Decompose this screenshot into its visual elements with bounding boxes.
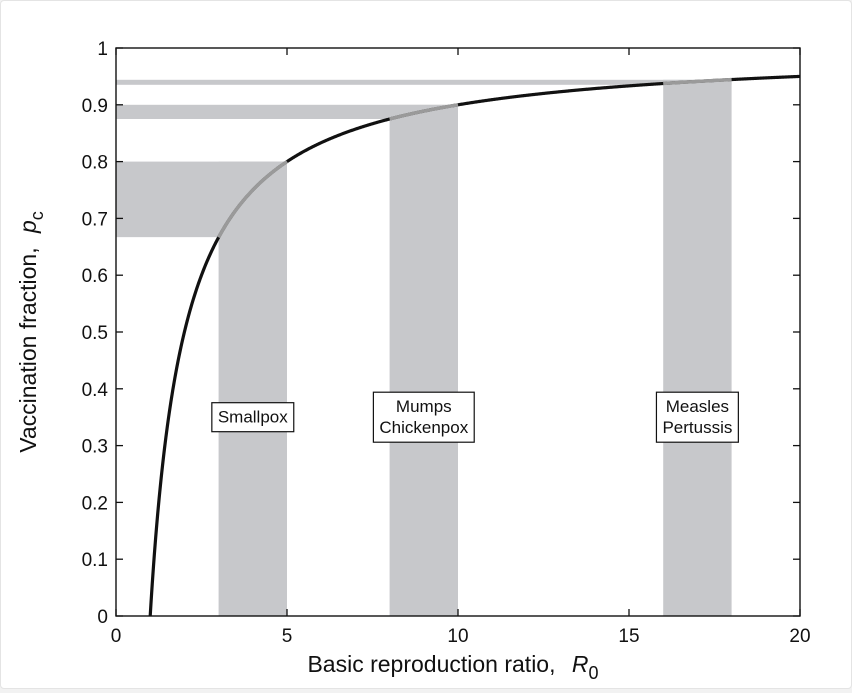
x-tick-label: 0 bbox=[111, 626, 122, 647]
band-label-text: Mumps bbox=[396, 397, 452, 416]
bands-layer bbox=[116, 79, 732, 617]
band-label-text: Smallpox bbox=[218, 408, 288, 427]
x-tick-label: 10 bbox=[447, 626, 468, 647]
y-axis-subscript: c bbox=[27, 211, 47, 220]
band-vertical-measles-pertussis bbox=[663, 79, 732, 617]
y-tick-label: 0.3 bbox=[82, 437, 108, 458]
y-tick-label: 0.9 bbox=[82, 96, 108, 117]
x-tick-label: 15 bbox=[618, 626, 639, 647]
curve-highlight-smallpox bbox=[217, 160, 288, 239]
y-tick-label: 0.4 bbox=[82, 380, 109, 401]
band-label-box bbox=[372, 391, 475, 443]
x-axis-label: Basic reproduction ratio, R0 bbox=[307, 651, 598, 683]
x-axis-label-text: Basic reproduction ratio, bbox=[307, 651, 555, 677]
curve-layer bbox=[148, 74, 801, 617]
y-tick-label: 1 bbox=[97, 39, 108, 60]
x-axis-subscript: 0 bbox=[589, 663, 599, 683]
band-vertical-smallpox bbox=[218, 161, 287, 616]
band-label-text: Chickenpox bbox=[379, 418, 468, 437]
band-vertical-mumps-chickenpox bbox=[389, 104, 458, 617]
band-horizontal-mumps-chickenpox bbox=[116, 104, 458, 119]
y-tick-label: 0.6 bbox=[82, 266, 108, 287]
band-labels-layer: Smallpox Mumps Chickenpox Measles Pertussis bbox=[211, 391, 739, 443]
band-label-smallpox: Smallpox bbox=[211, 402, 295, 433]
y-axis-label: Vaccination fraction, pc bbox=[15, 211, 47, 453]
y-tick-label: 0.2 bbox=[82, 493, 108, 514]
ticks-layer: 0 5 10 15 20 0 0.1 0.2 0.3 0.4 0.5 0.6 0.7 0.8 0.9 1 bbox=[82, 39, 811, 647]
x-tick-label: 5 bbox=[282, 626, 293, 647]
curve-highlight-measles-pertussis bbox=[663, 77, 732, 86]
y-tick-label: 0.5 bbox=[82, 323, 108, 344]
band-label-box bbox=[211, 402, 295, 433]
y-tick-label: 0.8 bbox=[82, 153, 108, 174]
curve-highlight-mumps-chickenpox bbox=[389, 103, 459, 121]
y-tick-label: 0.7 bbox=[82, 209, 108, 230]
band-label-text: Measles bbox=[666, 397, 729, 416]
band-horizontal-measles-pertussis bbox=[116, 79, 732, 85]
y-tick-label: 0 bbox=[97, 607, 108, 628]
x-axis-symbol: R bbox=[572, 651, 589, 677]
band-horizontal-smallpox bbox=[116, 161, 287, 238]
band-label-measles-pertussis: Measles Pertussis bbox=[655, 391, 739, 443]
band-label-box bbox=[655, 391, 739, 443]
y-tick-label: 0.1 bbox=[82, 550, 108, 571]
y-axis-symbol: p bbox=[15, 220, 41, 234]
band-label-text: Pertussis bbox=[662, 418, 732, 437]
band-label-mumps-chickenpox: Mumps Chickenpox bbox=[372, 391, 475, 443]
y-axis-label-text: Vaccination fraction, bbox=[15, 247, 41, 452]
x-tick-label: 20 bbox=[789, 626, 810, 647]
